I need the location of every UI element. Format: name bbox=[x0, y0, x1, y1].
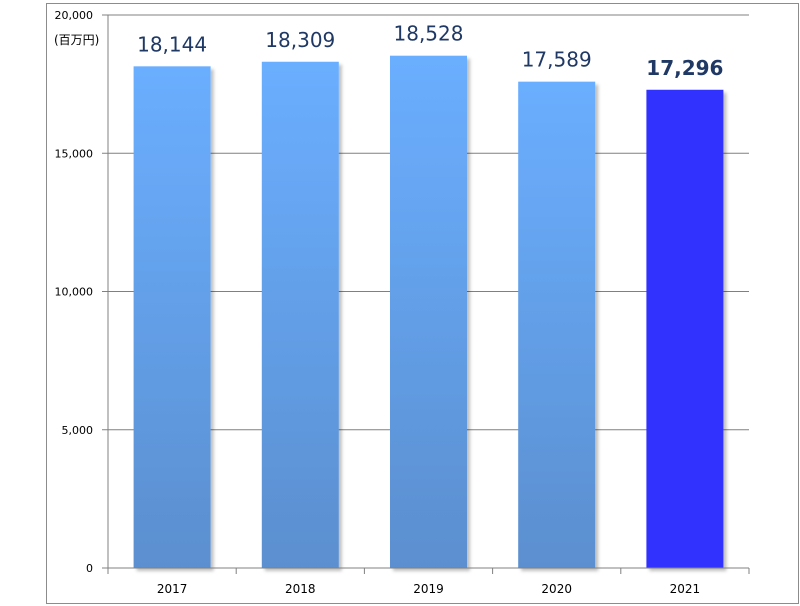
unit-label: (百万円) bbox=[54, 33, 99, 47]
data-label-2019: 18,528 bbox=[394, 22, 464, 46]
bar-2017 bbox=[133, 66, 211, 569]
y-tick-label: 10,000 bbox=[55, 286, 94, 299]
data-label-2020: 17,589 bbox=[522, 48, 592, 72]
x-tick-label: 2021 bbox=[670, 582, 701, 596]
y-tick-label: 0 bbox=[86, 562, 93, 575]
data-label-2021: 17,296 bbox=[646, 56, 723, 80]
bar-2018 bbox=[261, 61, 339, 568]
bar-2021 bbox=[646, 89, 724, 569]
data-label-2018: 18,309 bbox=[265, 28, 335, 52]
data-label-2017: 18,144 bbox=[137, 32, 207, 56]
labels: 0 5,000 10,000 15,000 20,000 (百万円) 2017 18,144 2… bbox=[54, 9, 723, 596]
bar-2020 bbox=[518, 81, 596, 568]
x-tick-label: 2019 bbox=[413, 582, 444, 596]
y-tick-label: 5,000 bbox=[62, 424, 94, 437]
bar-2019 bbox=[390, 55, 467, 568]
x-tick-label: 2017 bbox=[157, 582, 188, 596]
x-tick-label: 2020 bbox=[541, 582, 572, 596]
y-tick-label: 15,000 bbox=[55, 147, 94, 160]
axes bbox=[102, 14, 750, 574]
y-tick-label: 20,000 bbox=[55, 9, 94, 22]
x-tick-label: 2018 bbox=[285, 582, 316, 596]
bars bbox=[133, 55, 724, 569]
